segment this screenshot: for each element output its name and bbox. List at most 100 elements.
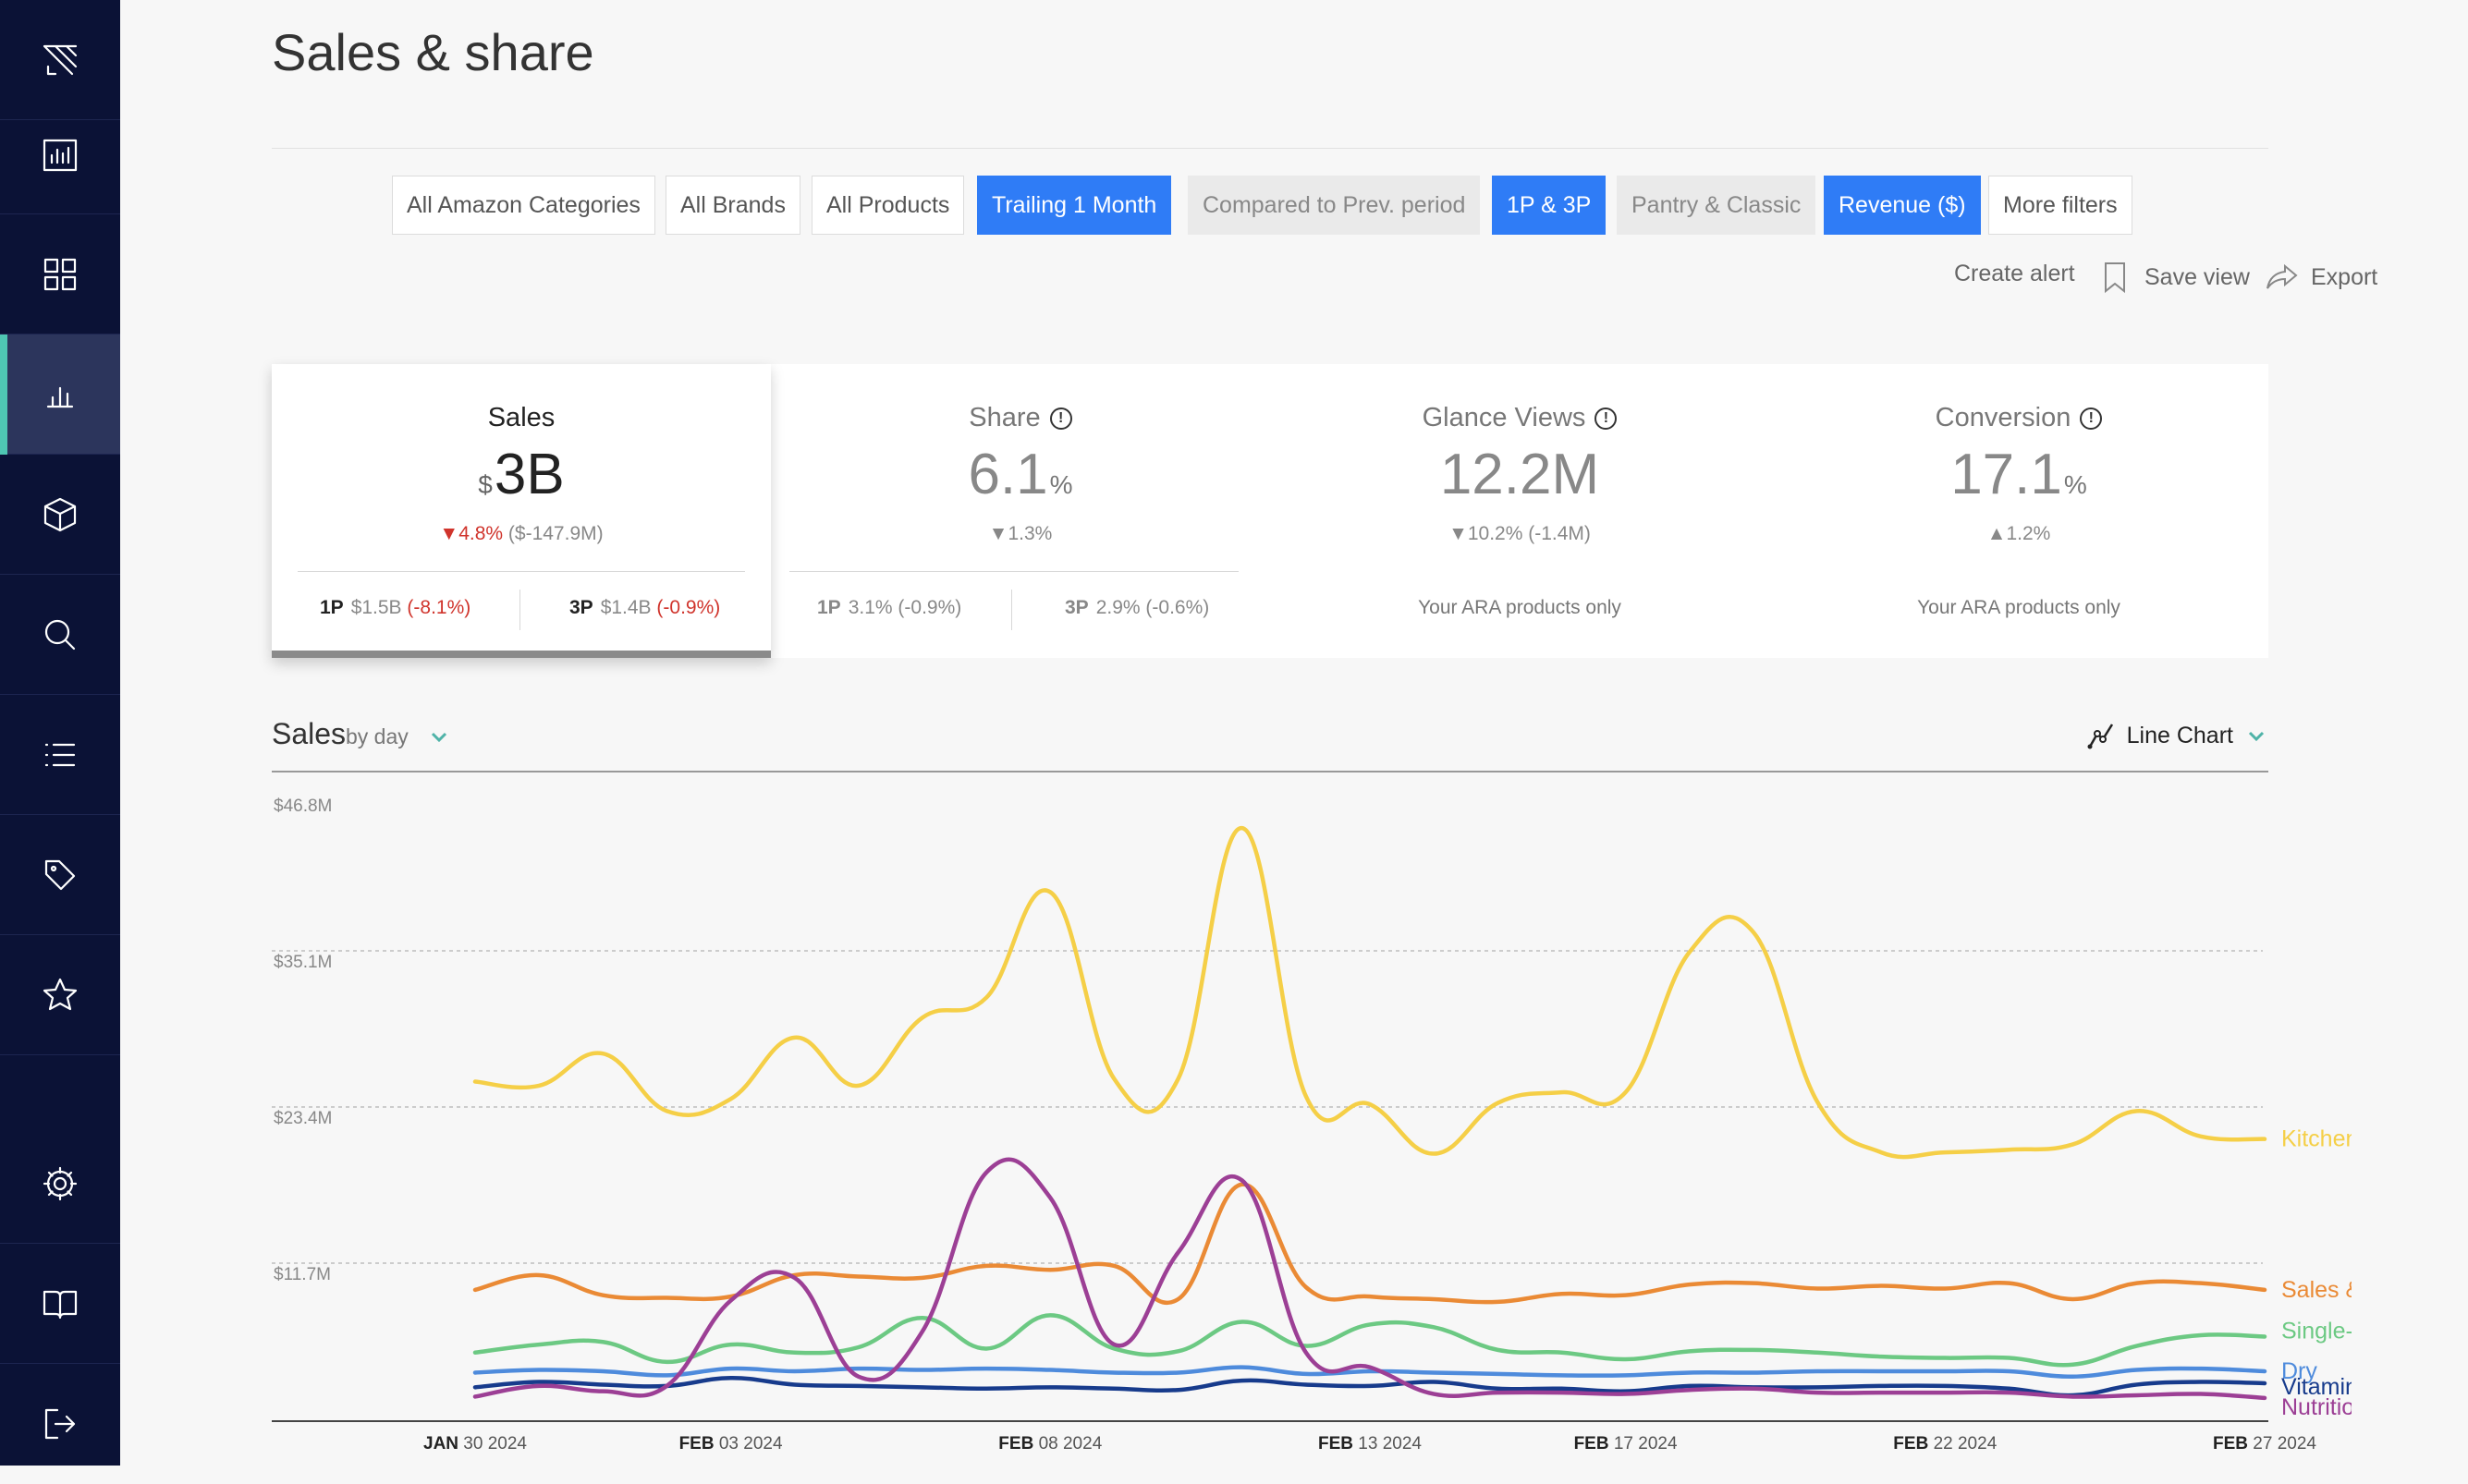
list-icon[interactable]: [0, 695, 120, 815]
kpi-share-label-row: Share!: [771, 403, 1270, 433]
series-line: [472, 1365, 2267, 1380]
series-end-label: Kitchen ...: [2281, 1126, 2352, 1152]
sales-line-chart[interactable]: $11.7M $23.4M $35.1M $46.8M JAN 30 2024 FEB 0…: [272, 772, 2352, 1466]
kpi-share-3p-value: 2.9%: [1095, 597, 1141, 618]
bar-chart-icon[interactable]: [0, 335, 120, 455]
filter-more[interactable]: More filters: [1988, 176, 2132, 235]
kpi-conversion-value: 17.1%: [1769, 442, 2268, 507]
series-end-label: Single-S...: [2281, 1318, 2352, 1344]
kpi-sales-delta-abs: ($-147.9M): [507, 523, 604, 544]
kpi-glance-label: Glance Views: [1422, 403, 1586, 432]
kpi-sales-divider: [298, 571, 745, 572]
kpi-conversion-suffix: %: [2063, 470, 2087, 499]
kpi-share-divider: [789, 571, 1239, 572]
kpi-sales-number: 3B: [494, 443, 565, 506]
kpi-share-card[interactable]: Share! 6.1% ▼1.3% 1P 3.1% (-0.9%) 3P 2.9% …: [771, 364, 1270, 658]
kpi-glance-delta-abs: (-1.4M): [1528, 523, 1591, 544]
kpi-conversion-number: 17.1: [1950, 443, 2062, 506]
x-tick-label: FEB 17 2024: [1574, 1434, 1678, 1454]
kpi-share-separator: [1011, 590, 1012, 630]
x-tick-label: FEB 27 2024: [2213, 1434, 2316, 1454]
kpi-conversion-label-row: Conversion!: [1769, 403, 2268, 433]
kpi-sales-prefix: $: [478, 470, 493, 499]
tag-icon[interactable]: [0, 815, 120, 935]
create-alert-button[interactable]: Create alert: [1954, 261, 2075, 287]
kpi-sales-separator: [519, 590, 520, 630]
x-tick-label: FEB 03 2024: [679, 1434, 783, 1454]
series-end-label: Dry: [2281, 1358, 2317, 1384]
down-triangle-icon: ▼: [988, 523, 1008, 544]
kpi-share-1p-value: 3.1%: [848, 597, 893, 618]
kpi-sales-1p-value: $1.5B: [350, 597, 402, 618]
book-icon[interactable]: [0, 1244, 120, 1364]
kpi-glance-note: Your ARA products only: [1418, 597, 1621, 618]
kpi-share-3p-delta: (-0.6%): [1145, 597, 1210, 618]
kpi-share-1p-label: 1P: [817, 597, 841, 618]
filter-categories[interactable]: All Amazon Categories: [392, 176, 655, 235]
kpi-conversion-label: Conversion: [1935, 403, 2071, 432]
kpi-share-delta-pct: 1.3%: [1008, 523, 1053, 544]
create-alert-label: Create alert: [1954, 261, 2075, 286]
title-divider: [272, 148, 2268, 149]
save-view-label: Save view: [2144, 263, 2250, 290]
filter-comparison[interactable]: Compared to Prev. period: [1188, 176, 1481, 235]
chart-title: Sales: [272, 717, 347, 750]
kpi-share-value: 6.1%: [771, 442, 1270, 507]
kpi-glance-delta-pct: 10.2%: [1467, 523, 1523, 544]
kpi-sales-label: Sales: [487, 403, 556, 432]
filter-1p-3p[interactable]: 1P & 3P: [1492, 176, 1607, 235]
kpi-conversion-note: Your ARA products only: [1917, 597, 2120, 618]
down-triangle-icon: ▼: [1448, 523, 1468, 544]
kpi-sales-delta: ▼4.8% ($-147.9M): [272, 523, 771, 545]
chevron-down-icon[interactable]: [427, 724, 451, 748]
kpi-sales-3p-delta: (-0.9%): [656, 597, 721, 618]
page-title: Sales & share: [272, 23, 594, 81]
chart-type-selector[interactable]: Line Chart: [2086, 721, 2268, 750]
logo-icon[interactable]: [0, 0, 120, 120]
logout-icon[interactable]: [0, 1364, 120, 1484]
series-end-label: Nutritio...: [2281, 1394, 2352, 1420]
kpi-sales-card[interactable]: Sales $3B ▼4.8% ($-147.9M) 1P $1.5B (-8.1…: [272, 364, 771, 658]
kpi-share-1p: 1P 3.1% (-0.9%): [817, 597, 961, 619]
series-line: [472, 825, 2267, 1160]
kpi-glance-card[interactable]: Glance Views! 12.2M ▼10.2% (-1.4M) Your …: [1270, 364, 1769, 658]
settings-icon[interactable]: [0, 1124, 120, 1244]
series-end-label: Sales & ...: [2281, 1277, 2352, 1303]
kpi-sales-1p: 1P $1.5B (-8.1%): [320, 597, 470, 619]
chevron-down-icon: [2248, 731, 2265, 742]
x-tick-label: FEB 13 2024: [1318, 1434, 1422, 1454]
dashboard-icon[interactable]: [0, 214, 120, 335]
box-icon[interactable]: [0, 455, 120, 575]
filter-brands[interactable]: All Brands: [666, 176, 800, 235]
granularity-selector[interactable]: by day: [346, 724, 409, 748]
export-button[interactable]: Export: [2265, 261, 2377, 294]
chart-type-label: Line Chart: [2126, 722, 2233, 748]
bookmark-icon: [2105, 262, 2125, 294]
star-icon[interactable]: [0, 935, 120, 1055]
kpi-sales-selected-bar: [272, 651, 771, 658]
kpi-share-3p-label: 3P: [1065, 597, 1089, 618]
info-icon[interactable]: !: [1594, 407, 1618, 430]
filter-time-range[interactable]: Trailing 1 Month: [977, 176, 1172, 235]
sidebar: [0, 0, 120, 1466]
info-icon[interactable]: !: [1049, 407, 1072, 430]
search-icon[interactable]: [0, 575, 120, 695]
share-arrow-icon: [2266, 263, 2298, 289]
info-icon[interactable]: !: [2080, 407, 2103, 430]
filter-pantry-classic[interactable]: Pantry & Classic: [1617, 176, 1816, 235]
chart-header: Sales by day Line Chart: [272, 717, 2268, 772]
filter-revenue[interactable]: Revenue ($): [1824, 176, 1981, 235]
kpi-conversion-delta-pct: 1.2%: [2006, 523, 2051, 544]
kpi-conversion-card[interactable]: Conversion! 17.1% ▲1.2% Your ARA product…: [1769, 364, 2268, 658]
series-line: [472, 1313, 2267, 1368]
line-chart-icon: [2087, 724, 2113, 749]
filter-products[interactable]: All Products: [812, 176, 965, 235]
kpi-sales-1p-label: 1P: [320, 597, 344, 618]
kpi-sales-3p-value: $1.4B: [600, 597, 652, 618]
report-icon[interactable]: [0, 94, 120, 214]
kpi-glance-delta: ▼10.2% (-1.4M): [1270, 523, 1769, 545]
kpi-sales-1p-delta: (-8.1%): [407, 597, 471, 618]
kpi-glance-value: 12.2M: [1439, 443, 1600, 506]
save-view-button[interactable]: Save view: [2098, 261, 2250, 294]
up-triangle-icon: ▲: [1986, 523, 2007, 544]
